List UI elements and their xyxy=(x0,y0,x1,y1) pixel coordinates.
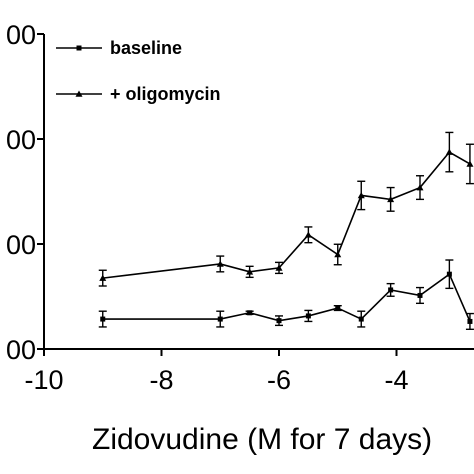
legend-item-baseline: baseline xyxy=(56,38,182,58)
series-line xyxy=(102,151,471,279)
data-point xyxy=(335,305,341,311)
data-point xyxy=(246,268,254,275)
data-point xyxy=(99,274,107,281)
data-point xyxy=(216,260,224,267)
data-point xyxy=(304,231,312,238)
legend-label: baseline xyxy=(110,38,182,58)
series-layer xyxy=(98,131,474,331)
data-point xyxy=(357,191,365,199)
data-point xyxy=(466,160,474,167)
series-line xyxy=(102,272,471,322)
series-baseline xyxy=(98,259,474,331)
legend-item-oligomycin: + oligomycin xyxy=(56,84,221,104)
x-tick-label: -4 xyxy=(384,365,408,395)
data-point xyxy=(334,251,342,258)
data-point xyxy=(358,316,364,322)
x-tick-label: -8 xyxy=(149,365,173,395)
series-oligomycin xyxy=(98,131,474,287)
data-point xyxy=(417,292,423,298)
x-tick-label: -10 xyxy=(24,365,63,395)
data-point xyxy=(445,148,453,155)
data-point xyxy=(247,310,253,316)
data-point xyxy=(388,287,394,293)
data-point xyxy=(75,90,83,97)
data-point xyxy=(387,195,395,203)
data-point xyxy=(275,264,283,271)
x-axis-title: Zidovudine (M for 7 days) xyxy=(92,423,432,456)
x-tick-label: -6 xyxy=(267,365,291,395)
data-point xyxy=(76,45,82,51)
data-point xyxy=(217,316,223,322)
data-point xyxy=(100,316,106,322)
data-point xyxy=(276,318,282,324)
data-point xyxy=(305,313,311,319)
y-tick-label: 00 xyxy=(6,335,36,365)
data-point xyxy=(446,271,452,277)
y-tick-label: 00 xyxy=(6,20,36,50)
data-point xyxy=(467,318,473,324)
axes xyxy=(43,34,474,350)
y-tick-label: 00 xyxy=(6,230,36,260)
legend-label: + oligomycin xyxy=(110,84,221,104)
y-tick-label: 00 xyxy=(6,125,36,155)
legend: baseline + oligomycin xyxy=(56,38,221,104)
data-point xyxy=(416,184,424,191)
